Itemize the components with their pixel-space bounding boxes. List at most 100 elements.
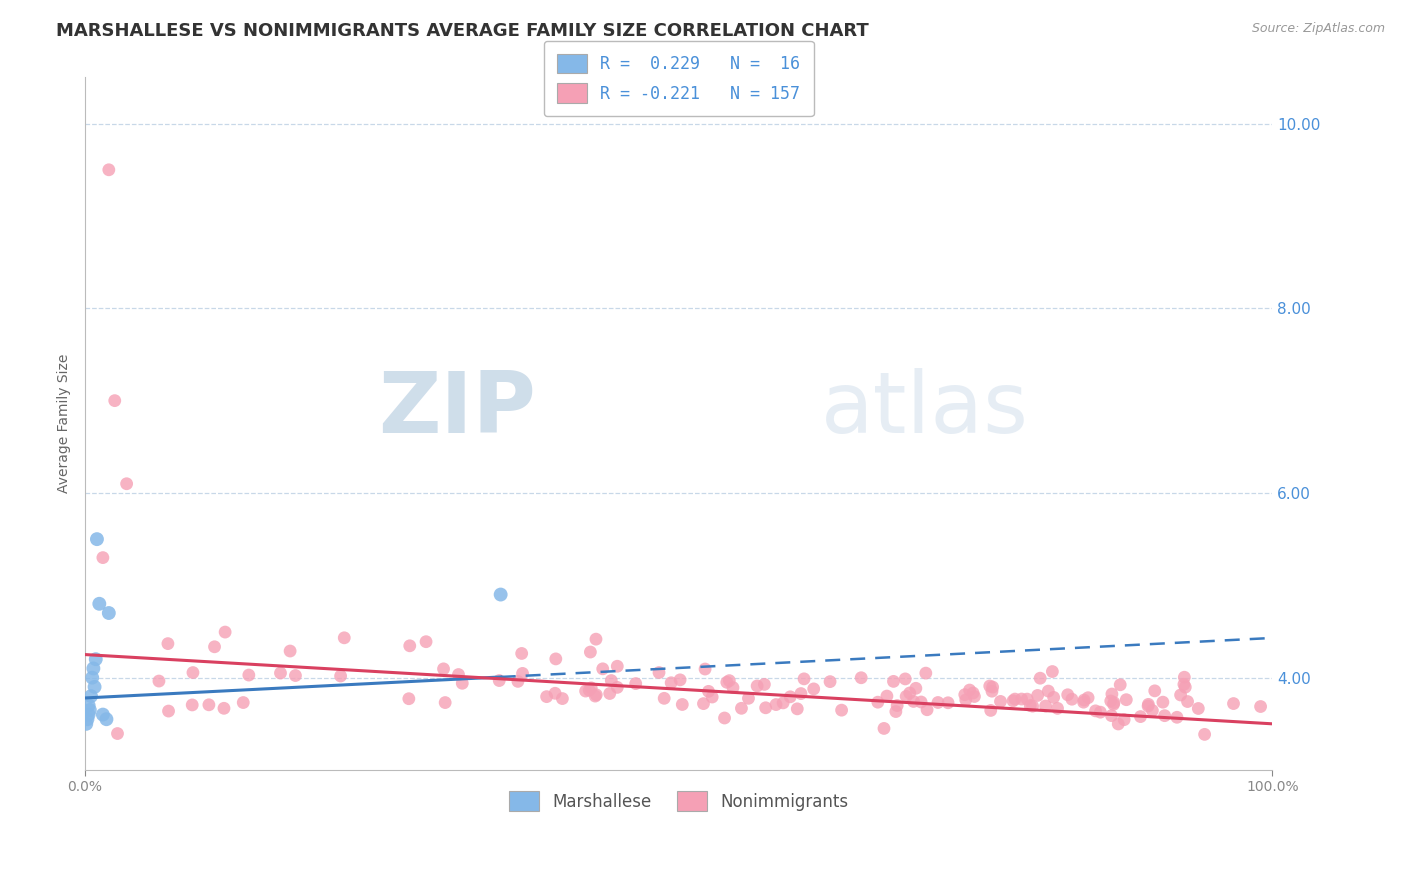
Point [1073,695,1095,709]
Point [1250,699,1272,714]
Point [1187,701,1209,715]
Point [1170,688,1192,702]
Point [851,671,873,685]
Point [115,476,138,491]
Point [79,703,101,717]
Point [97,162,120,177]
Point [754,677,776,691]
Point [1142,704,1164,718]
Point [97,606,120,620]
Point [579,681,602,695]
Point [786,702,808,716]
Point [544,652,567,666]
Point [803,681,825,696]
Point [1017,692,1039,706]
Point [1073,693,1095,707]
Point [1177,694,1199,708]
Point [990,694,1012,708]
Point [600,673,623,688]
Point [1173,677,1195,691]
Point [284,668,307,682]
Point [1194,727,1216,741]
Point [1084,704,1107,718]
Point [959,683,981,698]
Point [1011,692,1033,706]
Point [1143,683,1166,698]
Point [269,666,291,681]
Point [599,686,621,700]
Point [1090,705,1112,719]
Point [793,672,815,686]
Point [333,631,356,645]
Point [718,673,741,688]
Point [831,703,853,717]
Point [1019,698,1042,713]
Point [1109,678,1132,692]
Point [915,703,938,717]
Point [447,667,470,681]
Point [432,662,454,676]
Point [910,695,932,709]
Point [181,665,204,680]
Point [1026,689,1049,703]
Point [980,703,1002,717]
Point [648,665,671,680]
Point [697,684,720,698]
Point [585,632,607,647]
Point [96,712,118,726]
Point [585,688,607,702]
Legend: Marshallese, Nonimmigrants: Marshallese, Nonimmigrants [496,778,862,824]
Point [981,680,1004,694]
Text: MARSHALLESE VS NONIMMIGRANTS AVERAGE FAMILY SIZE CORRELATION CHART: MARSHALLESE VS NONIMMIGRANTS AVERAGE FAM… [56,22,869,40]
Point [1002,694,1025,708]
Text: Source: ZipAtlas.com: Source: ZipAtlas.com [1251,22,1385,36]
Point [91,550,114,565]
Point [894,672,917,686]
Point [873,722,896,736]
Point [91,707,114,722]
Point [1077,690,1099,705]
Point [606,659,628,673]
Point [669,673,692,687]
Point [1029,671,1052,685]
Point [1040,665,1063,679]
Point [398,691,420,706]
Point [1021,699,1043,714]
Point [671,698,693,712]
Point [1060,692,1083,706]
Point [434,696,457,710]
Point [1129,709,1152,723]
Point [1046,701,1069,715]
Point [181,698,204,712]
Point [1042,690,1064,705]
Point [77,707,100,722]
Point [1107,717,1129,731]
Point [536,690,558,704]
Text: ZIP: ZIP [378,368,536,451]
Point [510,647,533,661]
Point [779,690,801,704]
Point [1004,692,1026,706]
Point [721,681,744,695]
Point [737,691,759,706]
Point [692,697,714,711]
Point [398,639,420,653]
Point [1101,687,1123,701]
Point [876,689,898,703]
Point [1038,684,1060,698]
Point [506,674,529,689]
Point [89,597,111,611]
Point [232,696,254,710]
Point [415,634,437,648]
Point [790,687,813,701]
Point [606,681,628,695]
Point [1102,698,1125,712]
Point [659,675,682,690]
Point [579,645,602,659]
Point [936,696,959,710]
Point [212,701,235,715]
Point [953,688,976,702]
Point [77,698,100,713]
Point [884,705,907,719]
Point [107,726,129,740]
